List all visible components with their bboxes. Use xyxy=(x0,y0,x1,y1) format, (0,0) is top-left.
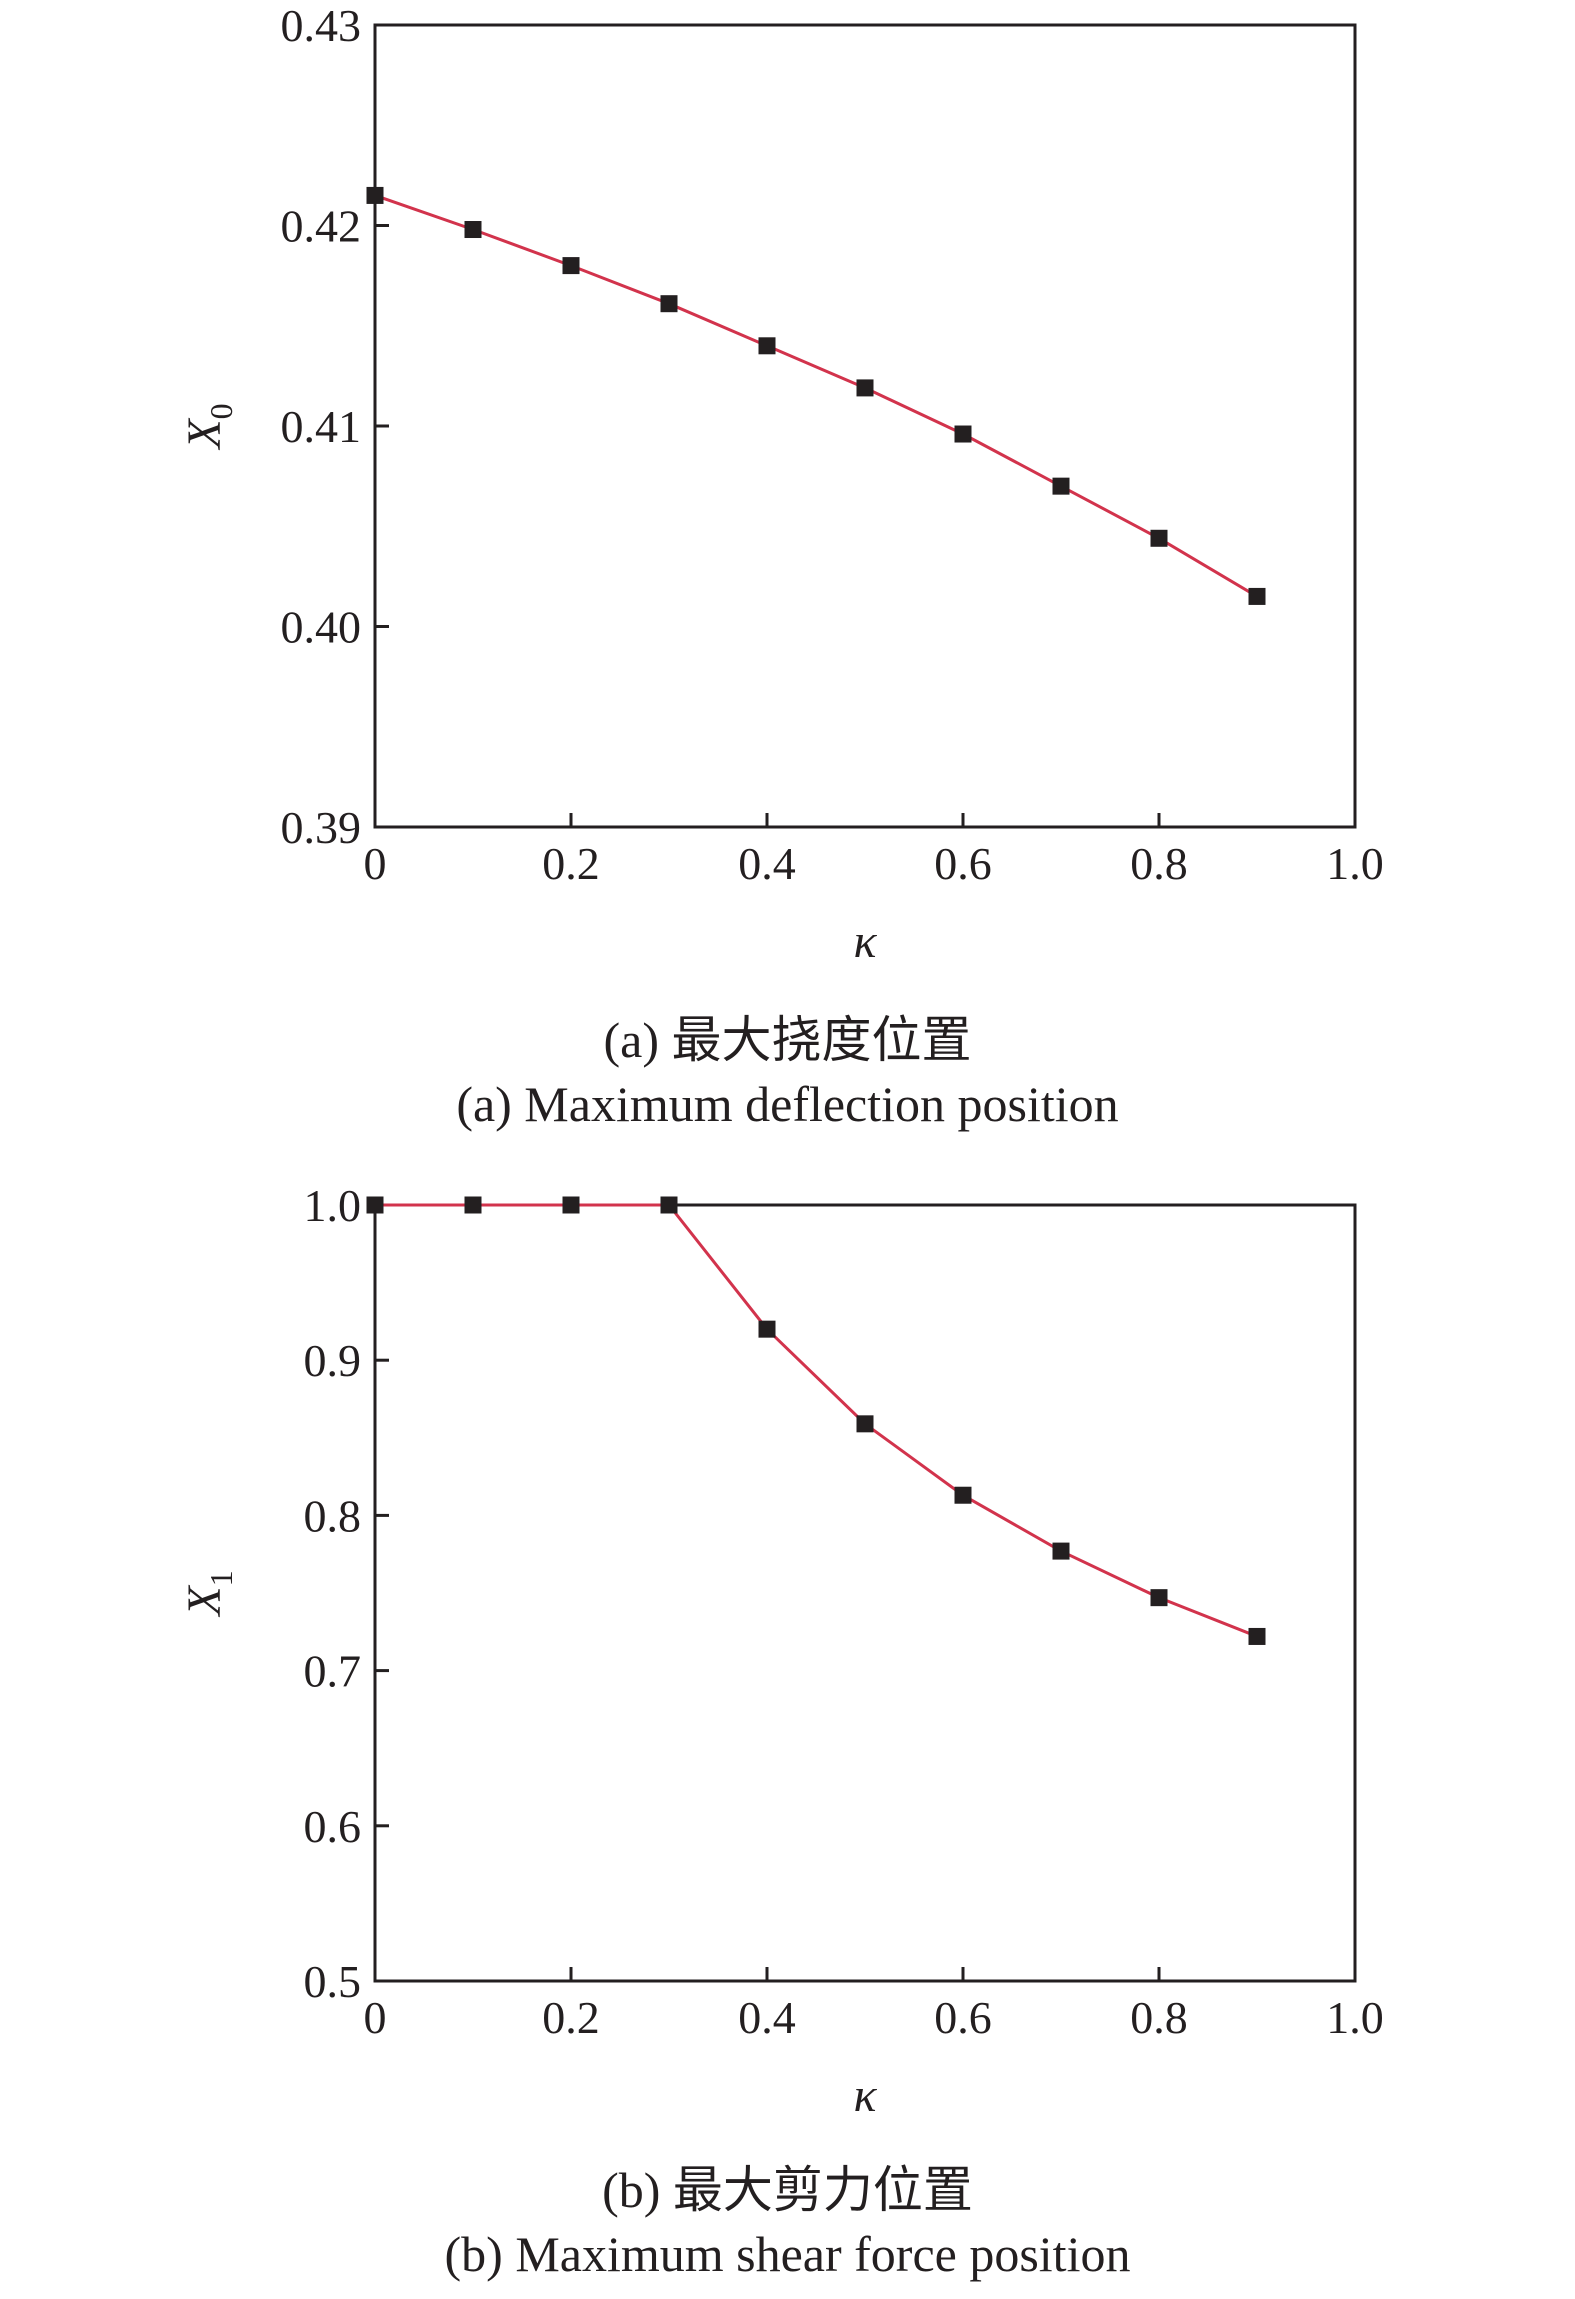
y-tick-label: 0.40 xyxy=(281,602,362,653)
x-tick-label: 0.2 xyxy=(542,838,600,889)
x-tick-label: 1.0 xyxy=(1326,1992,1384,2043)
chart-a: 0 0.2 0.4 0.6 0.8 1.0 0.39 0.40 0.41 0.42 0.43 κ X0 … xyxy=(178,0,1384,1132)
x-tick-label: 0.8 xyxy=(1130,838,1188,889)
y-tick-label: 0.41 xyxy=(281,401,362,452)
data-point xyxy=(1150,1589,1168,1607)
chart-b: 0 0.2 0.4 0.6 0.8 1.0 0.5 0.6 0.7 0.8 0.9 1.0 κ X1 (b… xyxy=(0,1160,1575,2299)
data-point xyxy=(1150,529,1168,547)
data-point xyxy=(366,186,384,204)
chart-b-plot: 0 0.2 0.4 0.6 0.8 1.0 0.5 0.6 0.7 0.8 0.9 1.0 κ X1 xyxy=(178,1180,1384,2122)
y-tick-label: 0.7 xyxy=(304,1646,362,1697)
data-point xyxy=(1248,587,1266,605)
chart-a-caption-en: (a) Maximum deflection position xyxy=(456,1076,1119,1132)
data-point xyxy=(954,1486,972,1504)
data-point xyxy=(366,1196,384,1214)
plot-frame xyxy=(373,1203,1357,1983)
chart-a-plot: 0 0.2 0.4 0.6 0.8 1.0 0.39 0.40 0.41 0.42 0.43 κ X0 xyxy=(178,0,1384,968)
y-tick-label: 1.0 xyxy=(304,1180,362,1231)
series-line xyxy=(374,194,1258,598)
y-axis-label: X1 xyxy=(178,1570,239,1617)
x-tick-label: 0.6 xyxy=(934,838,992,889)
y-tick-label: 0.39 xyxy=(281,802,362,853)
y-axis-label: X0 xyxy=(178,403,239,450)
data-point xyxy=(758,1320,776,1338)
x-axis-label: κ xyxy=(853,915,877,968)
data-point xyxy=(758,337,776,355)
data-point xyxy=(562,1196,580,1214)
data-point xyxy=(660,295,678,313)
data-point xyxy=(856,1415,874,1433)
y-tick-label: 0.9 xyxy=(304,1335,362,1386)
x-tick-label: 0.6 xyxy=(934,1992,992,2043)
chart-b-caption-en: (b) Maximum shear force position xyxy=(444,2226,1131,2282)
data-point xyxy=(954,425,972,443)
y-tick-label: 0.42 xyxy=(281,201,362,252)
x-tick-label: 0.4 xyxy=(738,1992,796,2043)
y-tick-label: 0.5 xyxy=(304,1956,362,2007)
data-point xyxy=(1052,1542,1070,1560)
x-tick-label: 0.8 xyxy=(1130,1992,1188,2043)
data-point xyxy=(660,1196,678,1214)
chart-b-caption-cn: (b) 最大剪力位置 xyxy=(602,2162,973,2218)
y-tick-label: 0.43 xyxy=(281,0,362,51)
data-point xyxy=(464,1196,482,1214)
y-tick-label: 0.6 xyxy=(304,1801,362,1852)
series-line xyxy=(375,1203,1258,1638)
x-tick-label: 0.4 xyxy=(738,838,796,889)
y-tick-label: 0.8 xyxy=(304,1490,362,1541)
x-tick-label: 0.2 xyxy=(542,1992,600,2043)
plot-frame xyxy=(373,23,1357,829)
data-point xyxy=(464,221,482,239)
data-point xyxy=(562,257,580,275)
data-point xyxy=(1248,1627,1266,1645)
data-point xyxy=(856,379,874,397)
x-tick-label: 0 xyxy=(364,838,387,889)
x-axis-label: κ xyxy=(853,2069,877,2122)
x-tick-label: 0 xyxy=(364,1992,387,2043)
chart-a-caption-cn: (a) 最大挠度位置 xyxy=(603,1012,972,1068)
data-point xyxy=(1052,477,1070,495)
x-tick-label: 1.0 xyxy=(1326,838,1384,889)
